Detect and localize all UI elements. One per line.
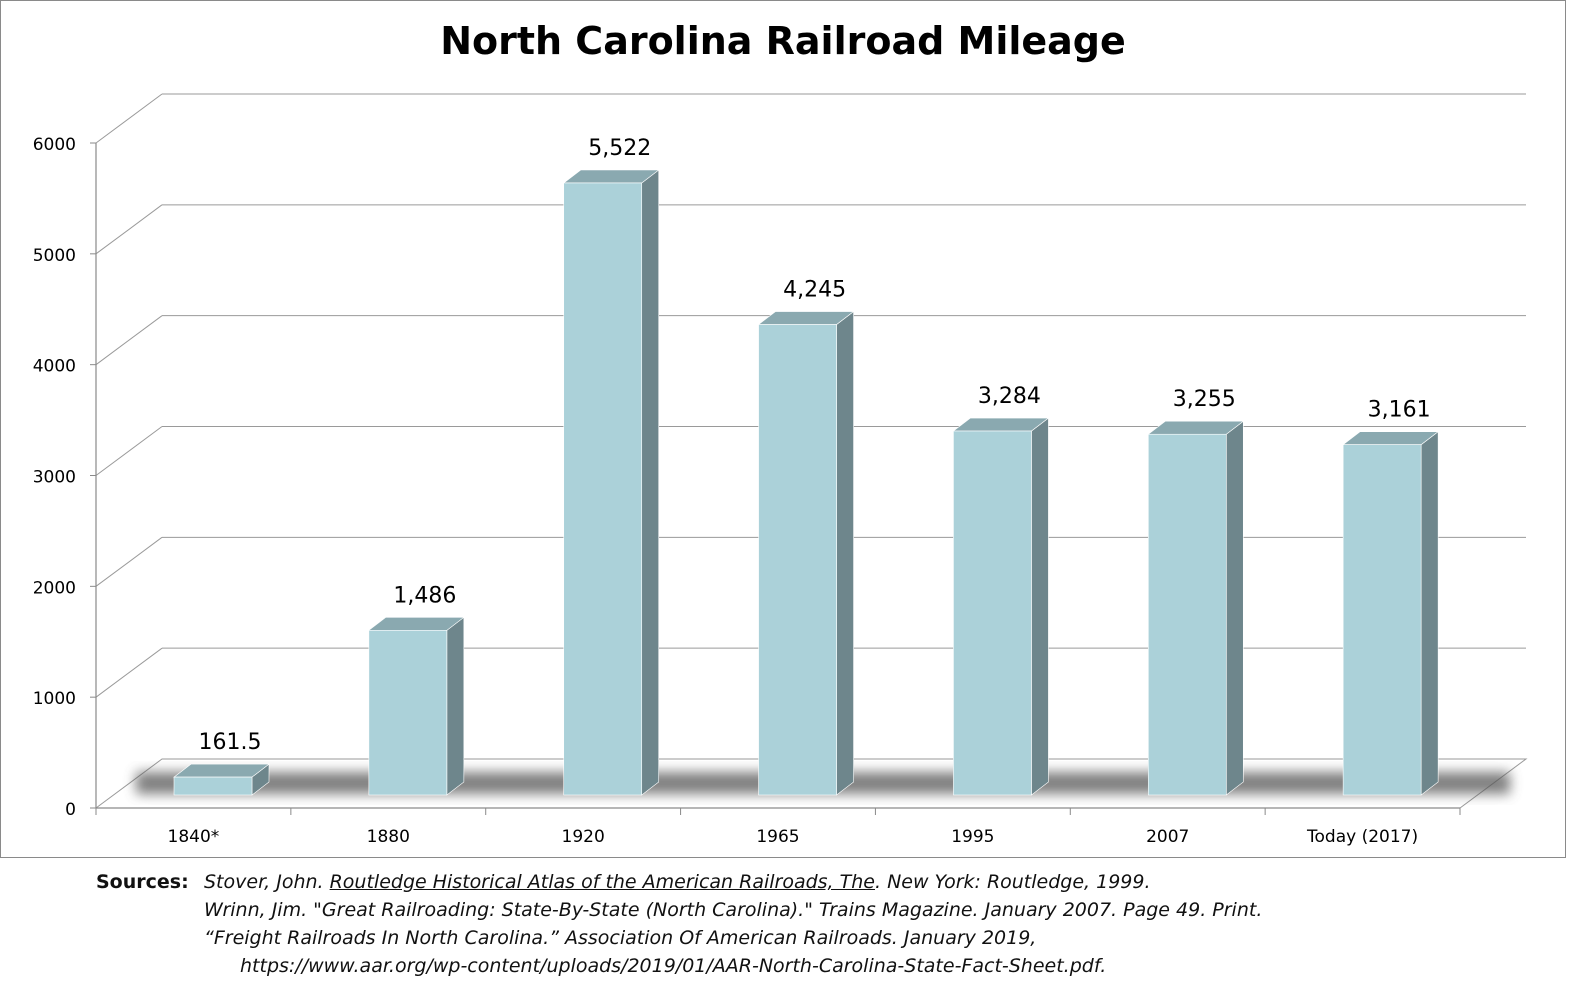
x-tick-label: 1995 [951, 827, 994, 847]
bar-top [173, 763, 270, 778]
bar-side [1031, 417, 1049, 796]
y-tick-label: 5000 [33, 246, 76, 266]
chart-title: North Carolina Railroad Mileage [440, 19, 1126, 63]
bar-top [757, 311, 855, 325]
source-1-author: Stover, John. [204, 871, 330, 893]
source-1-title: Routledge Historical Atlas of the Americ… [329, 871, 875, 893]
labels: 161.5 1840* 1,486 1880 5,522 1920 4,245 1965 3,2… [168, 136, 1431, 847]
bar [563, 182, 643, 796]
data-label: 4,245 [783, 278, 846, 303]
data-label: 1,486 [393, 583, 456, 608]
bar-side [1225, 420, 1244, 796]
data-label: 3,284 [978, 384, 1041, 409]
gridline-slant [95, 315, 163, 366]
bar-side [836, 310, 854, 796]
source-line-3: “Freight Railroads In North Carolina.” A… [204, 927, 1037, 949]
data-label: 5,522 [588, 136, 651, 161]
bar-side [641, 169, 660, 796]
bar [953, 430, 1032, 796]
gridline-slant [95, 536, 163, 587]
y-tick-label: 1000 [33, 689, 76, 709]
bar-chart: 0 1000 2000 3000 4000 5000 6000 161.5 1840* 1,48… [33, 19, 1528, 847]
bar-side [446, 616, 465, 796]
x-tick-label: 1840* [168, 827, 220, 847]
bar [758, 324, 837, 796]
y-tick-label: 6000 [33, 135, 76, 155]
x-tick-label: 1880 [367, 827, 410, 847]
source-1-publisher: . New York: Routledge, 1999. [874, 871, 1151, 893]
gridline-slant [95, 426, 163, 476]
x-tick-label: Today (2017) [1306, 827, 1418, 847]
y-tick-label: 2000 [33, 578, 76, 598]
gridline-slant [95, 93, 163, 144]
bar [1147, 433, 1227, 796]
bar-top [1147, 420, 1245, 435]
y-tick-label: 4000 [33, 357, 76, 377]
x-tick-label: 1920 [562, 827, 605, 847]
gridline-slant [95, 204, 163, 255]
source-line-1: Stover, John. Routledge Historical Atlas… [204, 868, 1151, 896]
gridline-slant [95, 647, 163, 698]
source-line-4: https://www.aar.org/wp-content/uploads/2… [240, 955, 1107, 977]
bar [173, 776, 253, 796]
data-label: 3,255 [1173, 387, 1236, 412]
bar-top [952, 417, 1050, 432]
bar-side [1420, 431, 1439, 796]
bar-top [562, 169, 660, 184]
source-line-2: Wrinn, Jim. "Great Railroading: State-By… [204, 899, 1263, 921]
bars [173, 169, 1440, 796]
bar [1342, 444, 1422, 796]
bar-top [1342, 431, 1440, 445]
x-tick-label: 2007 [1146, 827, 1189, 847]
bar-top [367, 617, 465, 631]
x-tick-label: 1965 [756, 827, 799, 847]
axes: 0 1000 2000 3000 4000 5000 6000 [33, 135, 1461, 820]
data-label: 161.5 [199, 730, 262, 755]
data-label: 3,161 [1368, 398, 1431, 423]
y-tick-label: 3000 [33, 468, 76, 488]
sources-label: Sources: [96, 871, 189, 893]
bar [368, 630, 448, 796]
y-tick-label: 0 [65, 800, 76, 820]
